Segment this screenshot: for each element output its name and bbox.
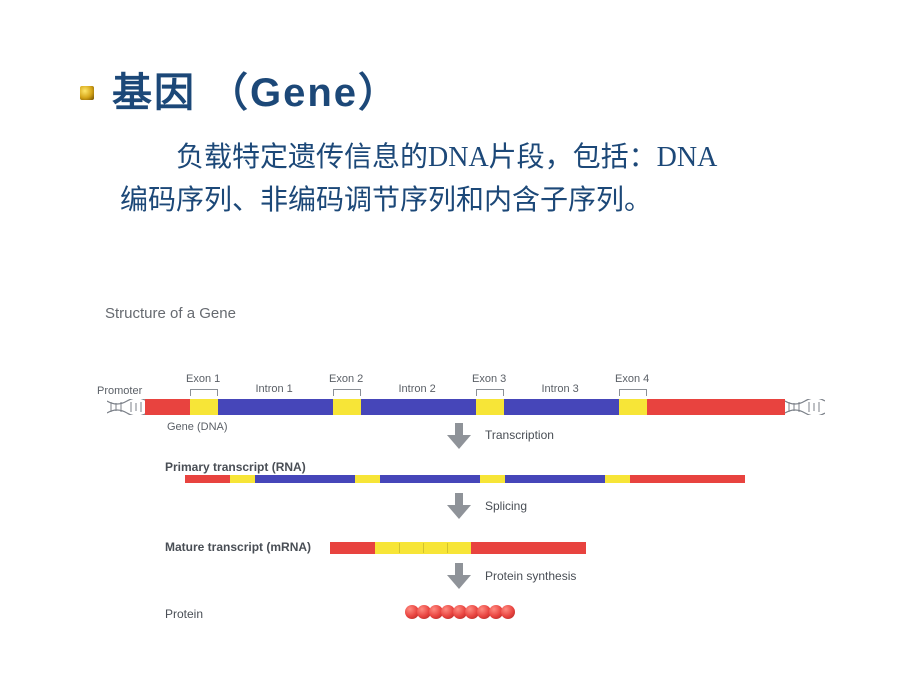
- label-primary-transcript: Primary transcript (RNA): [165, 460, 306, 474]
- dna-helix-left-icon: [107, 399, 147, 415]
- bar-segment: [355, 475, 380, 483]
- bar-segment: [504, 399, 619, 415]
- diagram-title: Structure of a Gene: [105, 305, 825, 322]
- mrna-exon-divider: [447, 543, 448, 553]
- label-intron: Intron 3: [542, 383, 579, 395]
- label-exon: Exon 3: [472, 373, 506, 385]
- bar-segment: [185, 475, 230, 483]
- label-intron: Intron 2: [399, 383, 436, 395]
- label-process: Protein synthesis: [485, 569, 576, 583]
- bar-segment: [190, 399, 218, 415]
- process-arrow-icon: [445, 423, 473, 449]
- bullet-icon: [80, 86, 94, 100]
- label-protein: Protein: [165, 607, 203, 621]
- desc-line-1: 负载特定遗传信息的DNA片段，包括：DNA: [120, 142, 717, 173]
- bar-segment: [630, 475, 745, 483]
- exon-bracket: [190, 389, 218, 390]
- bar-segment: [255, 475, 355, 483]
- bar-segment: [647, 399, 785, 415]
- mrna-exon-divider: [423, 543, 424, 553]
- label-process: Splicing: [485, 499, 527, 513]
- bar-segment: [230, 475, 255, 483]
- mrna-exon-divider: [399, 543, 400, 553]
- bar-segment: [333, 399, 361, 415]
- process-arrow-icon: [445, 493, 473, 519]
- label-exon: Exon 4: [615, 373, 649, 385]
- title-paren: （Gene）: [208, 71, 400, 115]
- bar-segment: [605, 475, 630, 483]
- bar-segment: [330, 542, 375, 554]
- process-arrow-icon: [445, 563, 473, 589]
- exon-bracket: [619, 389, 647, 390]
- dna-helix-right-icon: [785, 399, 825, 415]
- bar-segment: [361, 399, 476, 415]
- gene-structure-diagram: Structure of a Gene Promoter Gene (DNA) …: [105, 305, 825, 665]
- bar-segment: [218, 399, 333, 415]
- label-promoter: Promoter: [97, 385, 142, 397]
- bar-segment: [380, 475, 480, 483]
- bar-segment: [505, 475, 605, 483]
- label-exon: Exon 1: [186, 373, 220, 385]
- mrna-bar: [330, 542, 586, 554]
- slide-description: 负载特定遗传信息的DNA片段，包括：DNA 编码序列、非编码调节序列和内含子序列…: [120, 136, 840, 223]
- protein-beads: [405, 605, 513, 619]
- rna-bar: [185, 475, 745, 483]
- title-main: 基因: [112, 70, 196, 115]
- bar-segment: [471, 542, 586, 554]
- bar-segment: [619, 399, 647, 415]
- label-mature-transcript: Mature transcript (mRNA): [165, 540, 311, 554]
- slide-title: 基因 （Gene）: [112, 60, 400, 118]
- label-process: Transcription: [485, 428, 554, 442]
- exon-bracket: [476, 389, 504, 390]
- protein-bead: [501, 605, 515, 619]
- bar-segment: [145, 399, 190, 415]
- exon-bracket: [333, 389, 361, 390]
- label-intron: Intron 1: [256, 383, 293, 395]
- label-exon: Exon 2: [329, 373, 363, 385]
- desc-line-2: 编码序列、非编码调节序列和内含子序列。: [120, 185, 652, 216]
- bar-segment: [476, 399, 504, 415]
- dna-bar: [145, 399, 785, 415]
- label-gene-dna: Gene (DNA): [167, 421, 228, 433]
- bar-segment: [480, 475, 505, 483]
